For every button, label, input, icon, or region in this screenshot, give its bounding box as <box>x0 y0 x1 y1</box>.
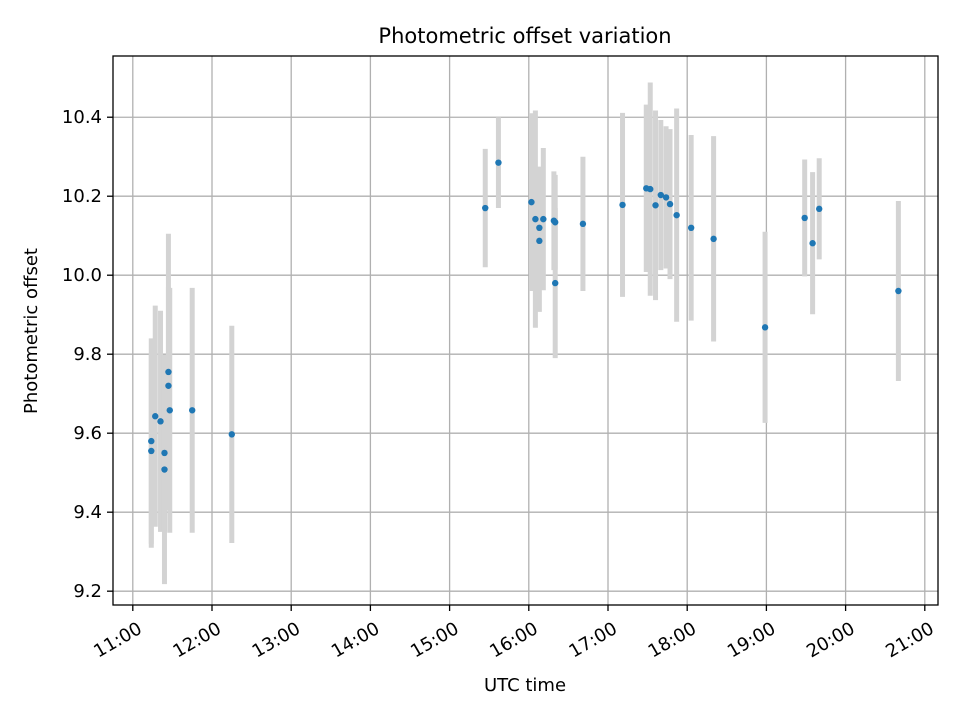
data-point <box>801 214 808 222</box>
y-axis-ticks: 9.2 9.4 9.6 9.8 10.0 10.2 10.4 <box>62 107 113 602</box>
data-point <box>710 235 717 243</box>
data-point <box>895 287 902 295</box>
data-point <box>662 194 670 201</box>
data-point <box>536 237 543 245</box>
data-point <box>165 368 172 376</box>
data-point <box>166 407 173 414</box>
data-point <box>148 447 155 455</box>
data-point <box>189 407 196 414</box>
data-point <box>652 202 659 209</box>
x-axis-label: UTC time <box>484 675 566 696</box>
grid <box>113 56 938 605</box>
y-tick-label: 9.2 <box>73 581 102 602</box>
data-point <box>647 185 654 193</box>
y-tick-label: 10.4 <box>62 107 102 128</box>
data-point <box>673 211 680 219</box>
data-point <box>552 219 559 226</box>
data-point <box>666 200 674 208</box>
data-point <box>619 201 626 209</box>
y-tick-label: 9.8 <box>73 344 102 365</box>
data-point <box>657 191 664 199</box>
data-points <box>148 159 902 473</box>
data-point <box>165 382 172 389</box>
data-point <box>536 224 543 232</box>
data-point <box>148 437 155 445</box>
data-point <box>761 324 769 331</box>
data-point <box>495 159 502 166</box>
data-point <box>152 413 159 420</box>
y-tick-label: 9.6 <box>73 423 102 444</box>
data-point <box>528 198 535 206</box>
data-point <box>228 431 235 438</box>
data-point <box>552 279 559 287</box>
data-point <box>157 418 164 425</box>
data-point <box>161 449 168 457</box>
data-point <box>809 240 816 247</box>
data-point <box>482 204 489 212</box>
data-point <box>161 466 168 473</box>
data-point <box>687 224 695 232</box>
y-axis-label: Photometric offset <box>21 248 42 414</box>
y-tick-label: 10.2 <box>62 186 102 207</box>
plot-frame <box>112 55 939 606</box>
data-point <box>532 215 539 223</box>
y-tick-label: 9.4 <box>73 502 102 523</box>
data-point <box>540 215 547 223</box>
data-point <box>816 205 823 213</box>
y-tick-label: 10.0 <box>62 265 102 286</box>
chart-title: Photometric offset variation <box>378 24 671 48</box>
data-point <box>579 220 587 228</box>
